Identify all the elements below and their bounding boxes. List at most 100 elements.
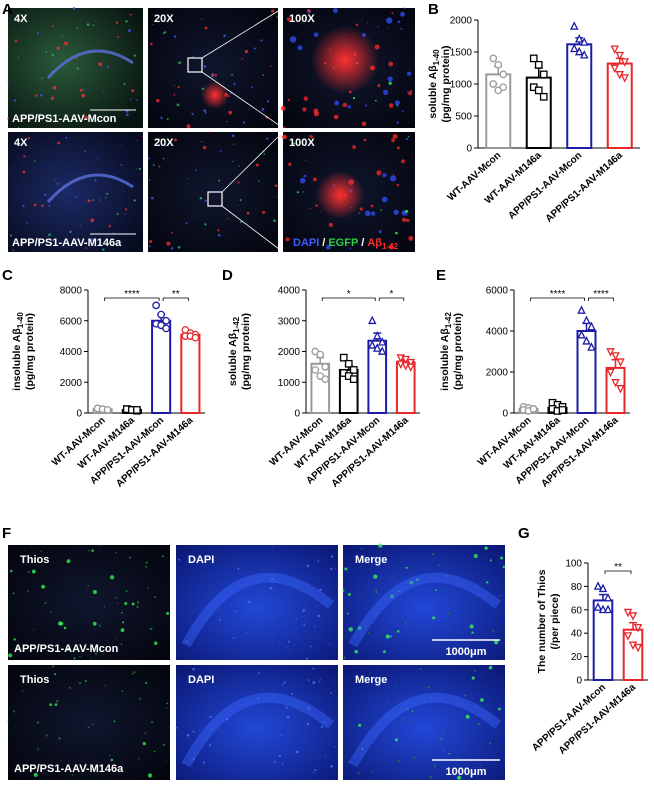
micro-speck	[404, 621, 407, 624]
micro-speck	[409, 89, 413, 93]
micro-speck	[239, 220, 243, 224]
micro-speck	[396, 104, 398, 107]
bar	[151, 319, 172, 414]
micro-speck	[149, 239, 153, 244]
micro-speck	[8, 37, 10, 39]
micro-speck	[120, 164, 123, 166]
significance-bracket	[588, 297, 614, 301]
y-tick-label: 1000	[278, 378, 301, 389]
significance-label: ****	[550, 289, 566, 300]
micro-speck	[22, 170, 26, 174]
zoom-line	[221, 131, 284, 193]
micro-speck	[214, 74, 218, 77]
micro-speck	[211, 74, 214, 78]
micro-speck	[287, 640, 291, 643]
micro-speck	[455, 626, 457, 627]
micro-speck	[103, 605, 106, 608]
stain-label: Thios	[20, 674, 49, 686]
zoom-line	[201, 71, 284, 129]
micro-speck	[238, 165, 240, 167]
micro-speck	[58, 737, 61, 740]
micro-speck	[133, 671, 136, 674]
significance-label: ****	[124, 289, 140, 300]
micro-speck	[123, 695, 125, 697]
micro-speck	[248, 600, 251, 604]
micrograph	[343, 665, 505, 780]
micro-speck	[22, 117, 24, 119]
micrograph	[8, 545, 170, 660]
micro-speck	[397, 760, 400, 763]
micro-speck	[375, 612, 378, 614]
micro-speck	[186, 124, 191, 129]
micro-speck	[251, 229, 253, 231]
micro-speck	[218, 179, 221, 182]
micro-speck	[75, 196, 77, 199]
micro-speck	[27, 590, 29, 592]
panel-letter: B	[428, 1, 439, 18]
data-point	[569, 43, 579, 53]
micro-speck	[352, 143, 354, 145]
micro-speck	[289, 36, 297, 43]
micro-speck	[136, 140, 138, 142]
legend-part: DAPI	[293, 237, 319, 249]
micro-speck	[330, 567, 333, 571]
micro-speck	[287, 650, 289, 652]
micro-speck	[332, 8, 338, 14]
micro-speck	[348, 627, 353, 632]
micro-speck	[226, 120, 228, 123]
hippocampus-arc	[46, 49, 134, 79]
panel-letter: F	[2, 525, 11, 542]
micro-speck	[63, 41, 68, 46]
micro-speck	[35, 94, 38, 97]
micro-speck	[86, 23, 90, 26]
micro-speck	[135, 168, 137, 170]
micro-speck	[401, 159, 405, 164]
data-point	[623, 632, 633, 641]
micro-speck	[418, 753, 420, 755]
micro-speck	[129, 556, 132, 559]
micro-speck	[227, 217, 230, 220]
micro-speck	[138, 167, 141, 171]
micro-speck	[120, 628, 125, 633]
y-axis-unit: (/per piece)	[549, 593, 561, 649]
hippocampus-arc	[348, 572, 502, 648]
data-point	[534, 86, 543, 95]
micro-speck	[118, 240, 121, 243]
micro-speck	[378, 546, 380, 548]
micro-speck	[52, 665, 55, 668]
micro-speck	[203, 65, 207, 68]
data-point	[499, 83, 508, 92]
micro-speck	[217, 229, 220, 232]
micro-speck	[358, 212, 361, 215]
micro-speck	[202, 761, 206, 764]
micro-speck	[305, 160, 307, 162]
micro-speck	[56, 46, 60, 50]
micrograph	[148, 8, 278, 128]
micro-speck	[78, 682, 82, 685]
micrograph	[8, 665, 170, 780]
data-point	[620, 58, 630, 67]
zoom-box	[207, 191, 223, 207]
micro-speck	[54, 673, 57, 676]
micro-speck	[330, 692, 332, 695]
micro-speck	[427, 686, 430, 689]
micro-speck	[57, 114, 60, 116]
micro-speck	[151, 196, 154, 200]
micro-speck	[232, 637, 235, 640]
micro-speck	[297, 45, 303, 51]
micro-speck	[217, 233, 221, 237]
micro-speck	[469, 624, 474, 629]
micro-speck	[357, 626, 362, 631]
significance-label: **	[614, 562, 622, 573]
data-point	[157, 310, 165, 319]
data-point	[367, 340, 377, 349]
micro-speck	[371, 211, 376, 216]
data-point	[603, 604, 613, 614]
micro-speck	[100, 213, 102, 215]
micro-speck	[40, 550, 43, 553]
micro-speck	[84, 115, 88, 120]
y-label-sub: 1-42	[444, 312, 453, 329]
micro-speck	[298, 638, 299, 640]
micro-speck	[438, 564, 441, 567]
micro-speck	[199, 196, 203, 200]
